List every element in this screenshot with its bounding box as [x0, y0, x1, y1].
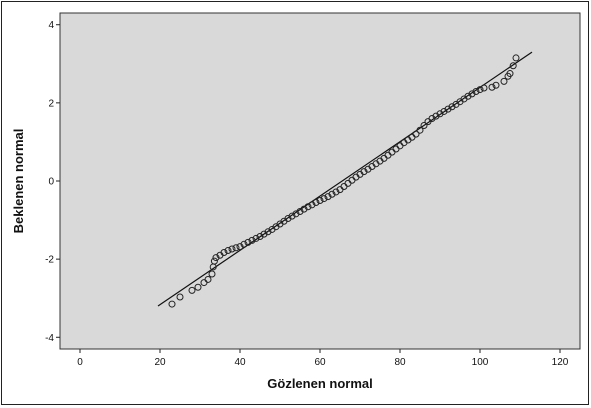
data-point — [420, 122, 428, 130]
data-point — [264, 228, 272, 236]
data-point — [168, 300, 176, 308]
y-axis: -4 -2 0 2 4 — [45, 20, 60, 344]
x-tick-label: 80 — [394, 357, 406, 368]
data-point — [316, 197, 324, 205]
data-point — [256, 232, 264, 240]
data-point — [248, 236, 256, 244]
data-point — [464, 92, 472, 100]
y-tick-label: 0 — [48, 177, 54, 188]
data-point — [360, 168, 368, 176]
data-point — [312, 198, 320, 206]
x-tick-label: 120 — [552, 357, 569, 368]
data-point — [288, 212, 296, 220]
data-point — [480, 84, 488, 92]
data-point — [444, 105, 452, 113]
plot-area — [59, 12, 581, 350]
x-tick-label: 20 — [154, 357, 166, 368]
data-point — [492, 81, 500, 89]
x-tick-label: 60 — [314, 357, 326, 368]
data-point — [500, 77, 508, 85]
data-points — [168, 54, 520, 308]
x-tick-label: 40 — [234, 357, 246, 368]
data-point — [188, 286, 196, 294]
data-point — [468, 90, 476, 98]
data-point — [232, 244, 240, 252]
data-point — [240, 240, 248, 248]
x-tick-label: 0 — [77, 357, 83, 368]
data-point — [210, 257, 218, 265]
data-point — [506, 70, 514, 78]
data-point — [212, 254, 220, 262]
data-point — [436, 110, 444, 118]
x-axis-title: Gözlenen normal — [267, 376, 372, 391]
data-point — [220, 248, 228, 256]
data-point — [324, 193, 332, 201]
data-point — [320, 195, 328, 203]
data-point — [236, 243, 244, 251]
data-point — [296, 207, 304, 215]
data-point — [284, 215, 292, 223]
data-point — [332, 188, 340, 196]
data-point — [509, 62, 517, 70]
y-axis-title: Beklenen normal — [11, 129, 26, 234]
y-tick-label: -2 — [45, 255, 54, 266]
data-point — [292, 210, 300, 218]
data-point — [204, 275, 212, 283]
data-point — [512, 54, 520, 62]
y-tick-label: -4 — [45, 333, 54, 344]
x-tick-label: 100 — [472, 357, 489, 368]
data-point — [300, 205, 308, 213]
data-point — [476, 86, 484, 94]
data-point — [328, 190, 336, 198]
data-point — [208, 270, 216, 278]
data-point — [304, 203, 312, 211]
data-point — [488, 83, 496, 91]
data-point — [432, 112, 440, 120]
reference-line — [157, 51, 533, 307]
data-point — [244, 238, 252, 246]
y-tick-label: 2 — [48, 98, 54, 109]
data-point — [252, 234, 260, 242]
data-point — [228, 245, 236, 253]
data-point — [194, 283, 202, 291]
data-point — [440, 107, 448, 115]
data-point — [308, 201, 316, 209]
y-tick-label: 4 — [48, 20, 54, 31]
x-axis: 0 20 40 60 80 100 120 — [77, 349, 569, 368]
data-point — [224, 247, 232, 255]
data-point — [428, 114, 436, 122]
data-point — [416, 126, 424, 134]
data-point — [412, 130, 420, 138]
data-point — [472, 88, 480, 96]
data-point — [260, 230, 268, 238]
data-point — [176, 293, 184, 301]
data-point — [448, 103, 456, 111]
